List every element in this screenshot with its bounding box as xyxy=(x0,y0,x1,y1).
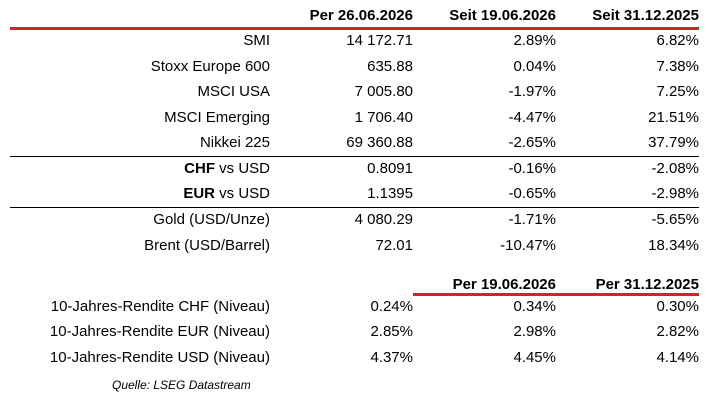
yield-chf-31-12: 0.30% xyxy=(656,298,699,315)
header-per-26-06-2026: Per 26.06.2026 xyxy=(309,7,413,24)
row-stoxx-ytd-change: 7.38% xyxy=(656,58,699,75)
row-eur-per-value: 1.1395 xyxy=(367,185,413,202)
yield-label-eur: 10-Jahres-Rendite EUR (Niveau) xyxy=(49,323,270,340)
yield-eur-31-12: 2.82% xyxy=(656,323,699,340)
currency-pair-suffix: vs USD xyxy=(214,185,270,202)
header-seit-19-06-2026: Seit 19.06.2026 xyxy=(449,7,556,24)
yield-header-per-19-06-2026: Per 19.06.2026 xyxy=(452,276,556,293)
yield-label-chf: 10-Jahres-Rendite CHF (Niveau) xyxy=(50,298,270,315)
yield-header-per-31-12-2025: Per 31.12.2025 xyxy=(595,276,699,293)
row-chf-ytd-change: -2.08% xyxy=(651,160,699,177)
row-chf-per-value: 0.8091 xyxy=(367,160,413,177)
row-gold-ytd-change: -5.65% xyxy=(651,211,699,228)
row-label-chf-vs-usd: CHF vs USD xyxy=(10,160,270,178)
row-nikkei-ytd-change: 37.79% xyxy=(648,134,699,151)
yield-usd-19-06: 4.45% xyxy=(513,349,556,366)
row-gold-week-change: -1.71% xyxy=(508,211,556,228)
currency-code-chf: CHF xyxy=(184,160,215,177)
row-smi-per-value: 14 172.71 xyxy=(346,32,413,49)
row-msci-emerging-per-value: 1 706.40 xyxy=(354,109,413,126)
yield-eur-19-06: 2.98% xyxy=(513,323,556,340)
row-nikkei-week-change: -2.65% xyxy=(508,134,556,151)
row-eur-ytd-change: -2.98% xyxy=(651,185,699,202)
row-brent-per-value: 72.01 xyxy=(375,237,413,254)
row-msci-emerging-week-change: -4.47% xyxy=(508,109,556,126)
yield-chf-19-06: 0.34% xyxy=(513,298,556,315)
yield-chf-current: 0.24% xyxy=(370,298,413,315)
row-brent-ytd-change: 18.34% xyxy=(648,237,699,254)
source-note: Quelle: LSEG Datastream xyxy=(112,378,251,392)
currency-code-eur: EUR xyxy=(183,185,215,202)
section-divider-commodities xyxy=(10,207,699,208)
yield-label-usd: 10-Jahres-Rendite USD (Niveau) xyxy=(49,349,270,366)
row-stoxx-week-change: 0.04% xyxy=(513,58,556,75)
row-msci-usa-ytd-change: 7.25% xyxy=(656,83,699,100)
section-divider-currencies xyxy=(10,156,699,157)
header-accent-line xyxy=(10,27,699,30)
row-label-nikkei-225: Nikkei 225 xyxy=(199,134,270,151)
header-seit-31-12-2025: Seit 31.12.2025 xyxy=(592,7,699,24)
yield-usd-current: 4.37% xyxy=(370,349,413,366)
row-gold-per-value: 4 080.29 xyxy=(354,211,413,228)
row-nikkei-per-value: 69 360.88 xyxy=(346,134,413,151)
row-msci-emerging-ytd-change: 21.51% xyxy=(648,109,699,126)
row-label-stoxx-europe-600: Stoxx Europe 600 xyxy=(150,58,270,75)
yield-usd-31-12: 4.14% xyxy=(656,349,699,366)
row-label-msci-emerging: MSCI Emerging xyxy=(164,109,270,126)
yield-header-accent-line xyxy=(413,293,699,296)
currency-pair-suffix: vs USD xyxy=(214,160,270,177)
row-chf-week-change: -0.16% xyxy=(508,160,556,177)
row-stoxx-per-value: 635.88 xyxy=(367,58,413,75)
row-label-brent: Brent (USD/Barrel) xyxy=(144,237,270,254)
row-smi-ytd-change: 6.82% xyxy=(656,32,699,49)
row-label-gold: Gold (USD/Unze) xyxy=(153,211,270,228)
yield-eur-current: 2.85% xyxy=(370,323,413,340)
row-brent-week-change: -10.47% xyxy=(500,237,556,254)
row-label-msci-usa: MSCI USA xyxy=(197,83,270,100)
row-smi-week-change: 2.89% xyxy=(513,32,556,49)
row-msci-usa-week-change: -1.97% xyxy=(508,83,556,100)
row-label-eur-vs-usd: EUR vs USD xyxy=(10,185,270,203)
row-eur-week-change: -0.65% xyxy=(508,185,556,202)
row-msci-usa-per-value: 7 005.80 xyxy=(354,83,413,100)
row-label-smi: SMI xyxy=(243,32,270,49)
